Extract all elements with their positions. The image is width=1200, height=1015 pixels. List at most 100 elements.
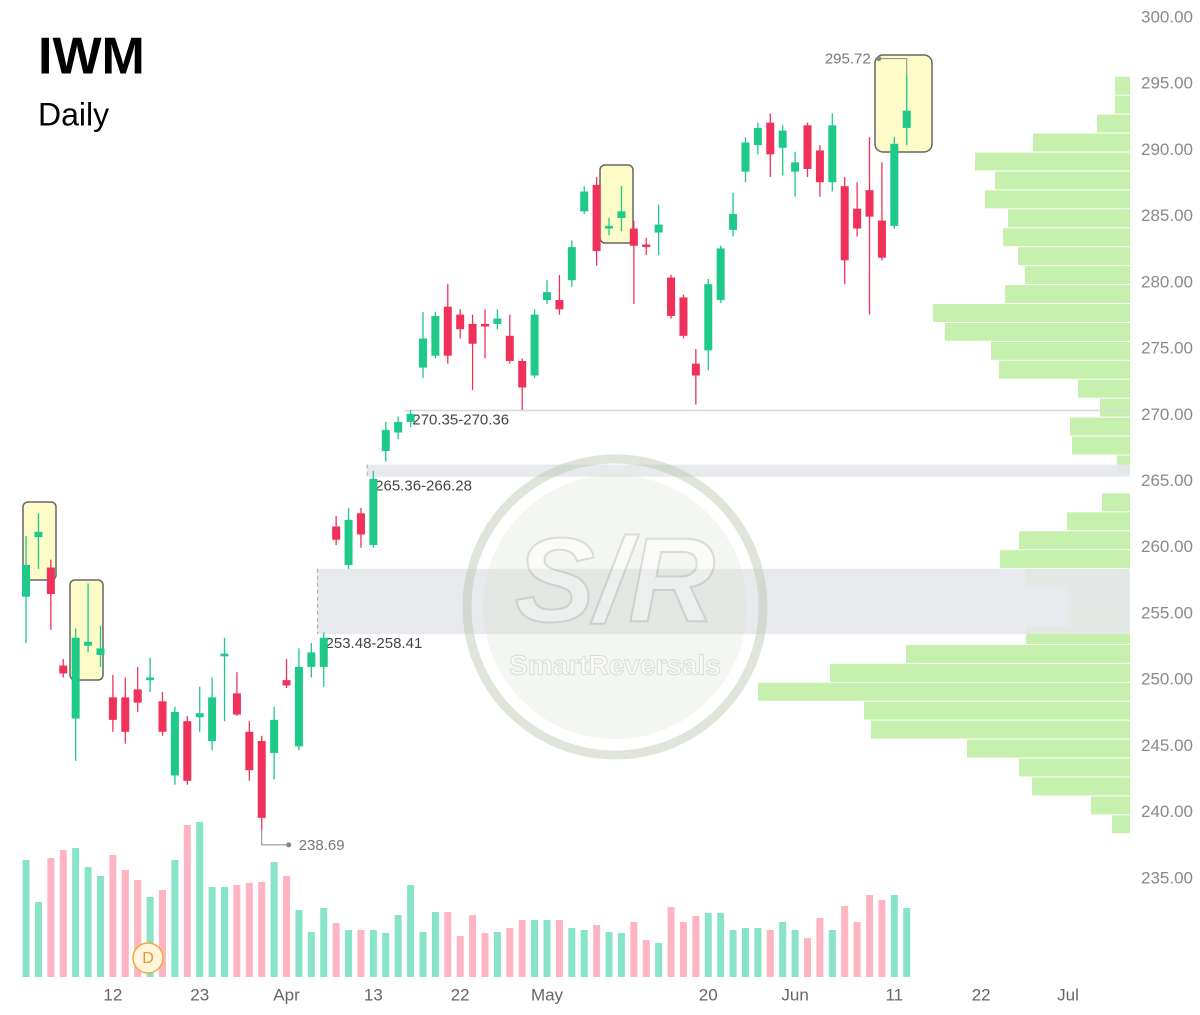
volume-bar <box>555 920 563 977</box>
candle-body <box>282 680 291 686</box>
profile-bar <box>864 701 1130 720</box>
profile-bar <box>1000 550 1130 569</box>
candle-body <box>270 719 279 753</box>
candle-body <box>567 247 576 281</box>
volume-bar <box>96 876 104 977</box>
profile-bar <box>1019 758 1130 777</box>
profile-bar <box>1025 266 1130 285</box>
volume-bar <box>407 885 415 977</box>
candle-body <box>493 318 502 324</box>
candle-body <box>530 314 539 376</box>
y-tick-label: 270.00 <box>1141 405 1193 424</box>
annotation-dot <box>286 842 292 848</box>
y-tick-label: 255.00 <box>1141 603 1193 622</box>
candle-body <box>59 665 68 674</box>
chart-title: IWM <box>38 28 145 86</box>
candle-body <box>431 315 440 356</box>
y-tick-label: 235.00 <box>1141 868 1193 887</box>
highlight-box <box>599 164 634 244</box>
y-tick-label: 280.00 <box>1141 272 1193 291</box>
profile-bar <box>1070 417 1130 436</box>
volume-bar <box>866 895 874 977</box>
watermark-disc <box>483 475 747 739</box>
candle-body <box>766 122 775 155</box>
volume-bar <box>245 883 253 977</box>
profile-bar <box>1033 133 1130 152</box>
candle-body <box>605 225 614 229</box>
candle-body <box>257 741 266 818</box>
volume-bar <box>431 912 439 977</box>
y-tick-label: 275.00 <box>1141 339 1193 358</box>
candle-body <box>356 513 365 535</box>
candle-body <box>443 306 452 356</box>
volume-bar <box>667 907 675 977</box>
candle-body <box>667 277 676 316</box>
y-tick-label: 295.00 <box>1141 74 1193 93</box>
volume-bar <box>679 922 687 977</box>
profile-bar <box>1078 379 1130 398</box>
candle-body <box>195 713 204 718</box>
candle-body <box>729 213 738 230</box>
candle-body <box>902 110 911 128</box>
zone-label: 265.36-266.28 <box>375 478 472 495</box>
highlight-box <box>874 54 933 153</box>
candle-body <box>704 284 713 351</box>
x-tick-label: Apr <box>273 985 300 1004</box>
candle-body <box>480 323 489 327</box>
profile-bar <box>1112 815 1130 834</box>
profile-bar <box>758 682 1130 701</box>
candle-body <box>332 526 341 540</box>
volume-bar <box>593 925 601 977</box>
candle-body <box>294 666 303 747</box>
volume-bar <box>221 887 229 977</box>
volume-bar <box>320 908 328 977</box>
volume-bar <box>518 920 526 977</box>
y-tick-label: 300.00 <box>1141 7 1193 26</box>
volume-bar <box>853 922 861 977</box>
candle-body <box>406 413 415 422</box>
candle-body <box>394 421 403 433</box>
volume-bar <box>878 900 886 977</box>
volume-bar <box>754 928 762 977</box>
x-tick-label: 13 <box>364 985 383 1004</box>
annotation-leader <box>261 829 289 846</box>
profile-bar <box>1115 95 1130 114</box>
candle-body <box>778 130 787 148</box>
profile-bar <box>871 720 1130 739</box>
candle-body <box>555 300 564 310</box>
watermark-ring <box>462 454 768 760</box>
candle-body <box>853 208 862 229</box>
candle-body <box>71 637 80 719</box>
candle-body <box>791 162 800 172</box>
highlight-box <box>22 501 57 581</box>
profile-bar <box>975 152 1130 171</box>
badge-circle <box>132 942 164 974</box>
volume-bar <box>307 932 315 977</box>
volume-bar <box>803 938 811 977</box>
volume-bar <box>617 933 625 977</box>
volume-bar <box>183 825 191 977</box>
watermark: S/R SmartReversals <box>462 454 768 760</box>
volume-bar <box>134 880 142 977</box>
volume-bar <box>605 932 613 977</box>
volume-bar <box>741 928 749 977</box>
chart-subtitle: Daily <box>38 96 109 132</box>
y-tick-label: 285.00 <box>1141 206 1193 225</box>
profile-bar <box>1019 531 1130 550</box>
candle-body <box>654 224 663 233</box>
candle-body <box>828 125 837 183</box>
candle-body <box>84 641 93 646</box>
candle-body <box>208 697 217 742</box>
candle-body <box>617 211 626 218</box>
volume-bar <box>382 933 390 977</box>
annotation-leader <box>878 58 908 75</box>
volume-bar <box>34 902 42 977</box>
candle-body <box>468 323 477 344</box>
volume-bar <box>642 940 650 977</box>
candle-body <box>679 297 688 336</box>
candle-body <box>592 184 601 252</box>
candle-body <box>716 248 725 301</box>
volume-bar <box>779 922 787 977</box>
profile-bar <box>830 663 1130 682</box>
candle-body <box>245 731 254 771</box>
